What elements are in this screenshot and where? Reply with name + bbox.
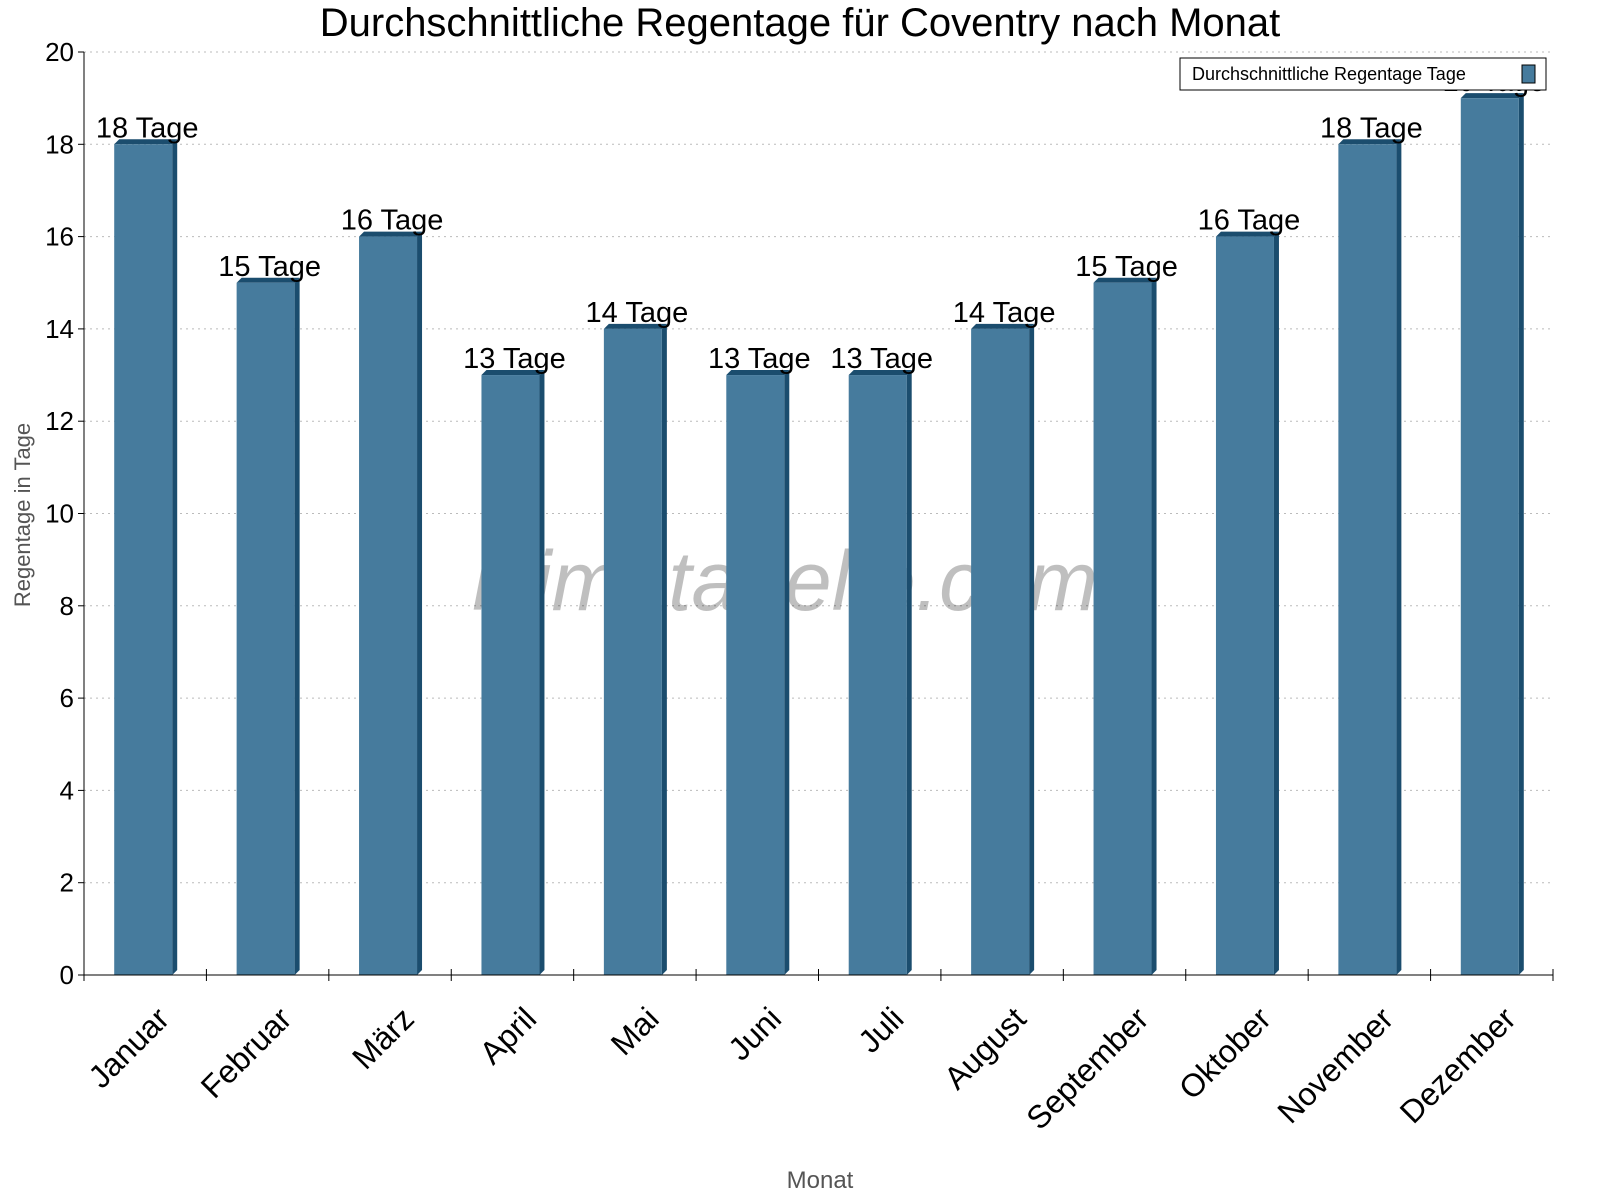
data-label: 18 Tage	[96, 112, 199, 144]
x-tick-label: März	[345, 1000, 421, 1076]
y-tick-label: 6	[60, 683, 74, 713]
x-tick-label: Juli	[851, 1000, 910, 1059]
x-tick-label: April	[473, 1000, 544, 1071]
data-label: 13 Tage	[708, 343, 811, 375]
bar	[603, 328, 662, 975]
data-label: 14 Tage	[586, 297, 689, 329]
legend-box	[1179, 57, 1547, 91]
bar-top	[848, 370, 912, 376]
x-tick-label: Mai	[604, 1000, 666, 1062]
bar-top	[114, 139, 178, 145]
bar	[971, 328, 1030, 975]
bar-top	[236, 277, 300, 283]
y-tick-label: 10	[45, 499, 74, 529]
bar	[114, 144, 173, 976]
x-tick-label: Januar	[81, 1000, 176, 1095]
bar	[1338, 144, 1397, 976]
bar	[481, 375, 540, 975]
bar-top	[603, 323, 667, 329]
bar-side	[906, 370, 912, 975]
legend-label: Durchschnittliche Regentage Tage	[1192, 64, 1466, 84]
data-label: 18 Tage	[1320, 112, 1423, 144]
bar-side	[1029, 323, 1035, 975]
bar-side	[1151, 277, 1157, 975]
x-axis-label: Monat	[787, 1167, 854, 1194]
bar-top	[971, 323, 1035, 329]
bar-top	[726, 370, 790, 376]
bar-top	[1460, 93, 1524, 99]
bar	[726, 375, 785, 975]
data-label: 13 Tage	[463, 343, 566, 375]
data-label: 16 Tage	[341, 205, 444, 237]
bar-top	[481, 370, 545, 376]
y-tick-label: 8	[60, 591, 74, 621]
y-tick-label: 18	[45, 129, 74, 159]
bar-side	[784, 370, 790, 975]
bar	[1093, 282, 1152, 975]
y-tick-label: 4	[60, 775, 74, 805]
data-label: 13 Tage	[830, 343, 933, 375]
data-label: 15 Tage	[1075, 251, 1178, 283]
bar-side	[1396, 139, 1402, 976]
legend: Durchschnittliche Regentage Tage	[1179, 57, 1547, 91]
bar-side	[417, 231, 423, 976]
data-label: 14 Tage	[953, 297, 1056, 329]
bar-top	[359, 231, 423, 237]
y-tick-label: 2	[60, 868, 74, 898]
y-tick-label: 0	[60, 960, 74, 990]
bar	[236, 282, 295, 975]
x-tick-label: Dezember	[1393, 1000, 1523, 1130]
bar	[848, 375, 907, 975]
y-tick-label: 16	[45, 222, 74, 252]
bar-top	[1093, 277, 1157, 283]
bar	[1215, 236, 1274, 976]
bar-top	[1338, 139, 1402, 145]
y-tick-label: 14	[45, 314, 74, 344]
y-tick-label: 12	[45, 406, 74, 436]
y-tick-label: 20	[45, 37, 74, 67]
gridlines	[84, 51, 1553, 884]
legend-swatch	[1521, 64, 1536, 84]
x-tick-label: September	[1019, 1000, 1155, 1136]
y-axis-label: Regentage in Tage	[10, 423, 35, 607]
bar-side	[294, 277, 300, 975]
bar	[1460, 98, 1519, 975]
data-label: 16 Tage	[1198, 205, 1301, 237]
bar-side	[172, 139, 178, 976]
data-label: 15 Tage	[218, 251, 321, 283]
bar-side	[1273, 231, 1279, 976]
x-tick-label: Oktober	[1172, 1000, 1278, 1106]
x-tick-label: Juni	[721, 1000, 788, 1067]
bar-side	[539, 370, 545, 975]
x-tick-label: August	[937, 1000, 1033, 1096]
chart-title: Durchschnittliche Regentage für Coventry…	[320, 1, 1281, 45]
x-tick-label: Februar	[194, 1000, 299, 1105]
bar-top	[1215, 231, 1279, 237]
x-tick-label: November	[1270, 1000, 1400, 1130]
bar-side	[661, 323, 667, 975]
bars: 18 Tage 15 Tage 16 Tage 13 Tage 14 Tage 13 Ta…	[96, 66, 1545, 976]
bar	[359, 236, 418, 976]
bar-side	[1518, 93, 1524, 975]
